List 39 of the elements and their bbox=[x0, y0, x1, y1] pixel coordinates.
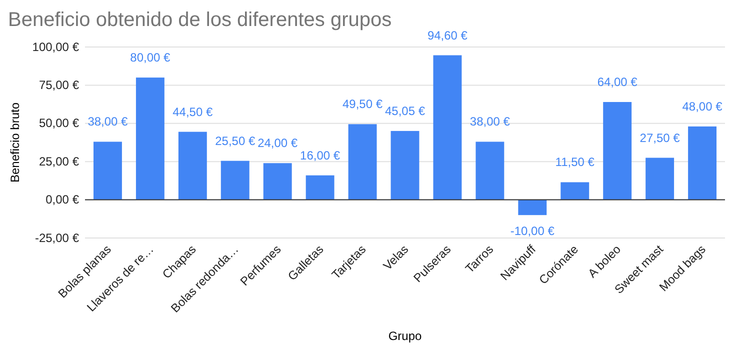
data-label: 94,60 € bbox=[427, 28, 468, 42]
data-label: 48,00 € bbox=[682, 99, 723, 114]
data-label: 64,00 € bbox=[597, 75, 638, 90]
bar bbox=[93, 142, 122, 200]
bar bbox=[560, 182, 590, 200]
data-label: 80,00 € bbox=[130, 50, 171, 65]
data-label: 27,50 € bbox=[640, 130, 680, 145]
y-tick-label: 75,00 € bbox=[38, 78, 80, 92]
x-axis-title: Grupo bbox=[388, 329, 422, 343]
data-label: 44,50 € bbox=[172, 104, 213, 119]
bar bbox=[220, 160, 250, 200]
bar bbox=[646, 158, 674, 200]
bar bbox=[518, 200, 547, 216]
data-label: 25,50 € bbox=[215, 134, 256, 148]
bar bbox=[178, 132, 207, 200]
y-tick-label: 0,00 € bbox=[46, 192, 80, 207]
data-label: -10,00 € bbox=[510, 224, 555, 238]
bar bbox=[390, 130, 420, 200]
y-tick-label: 25,00 € bbox=[38, 154, 80, 168]
bar bbox=[348, 124, 377, 200]
data-label: 11,50 € bbox=[555, 155, 595, 170]
bar bbox=[136, 78, 164, 200]
bar bbox=[688, 126, 717, 200]
bar bbox=[603, 102, 632, 200]
y-tick-label: 50,00 € bbox=[38, 116, 80, 130]
y-tick-label: -25,00 € bbox=[34, 230, 80, 245]
chart-title: Beneficio obtenido de los diferentes grupos bbox=[8, 9, 392, 31]
data-label: 45,05 € bbox=[384, 104, 426, 118]
y-tick-label: 100,00 € bbox=[32, 40, 80, 54]
bar bbox=[476, 142, 504, 200]
bar bbox=[306, 175, 334, 200]
data-label: 49,50 € bbox=[342, 97, 383, 112]
data-label: 24,00 € bbox=[258, 136, 298, 150]
y-axis-title: Beneficio bruto bbox=[8, 102, 22, 183]
bar bbox=[433, 55, 462, 200]
data-label: 38,00 € bbox=[88, 114, 128, 129]
data-label: 16,00 € bbox=[300, 148, 340, 162]
bar bbox=[263, 163, 292, 200]
data-label: 38,00 € bbox=[470, 114, 510, 129]
